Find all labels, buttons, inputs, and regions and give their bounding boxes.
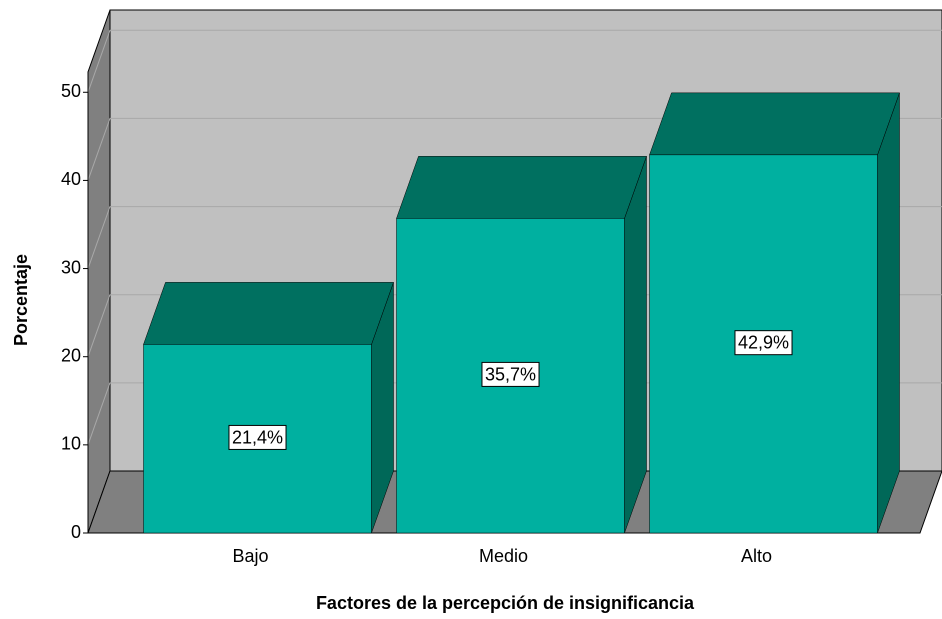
data-label-box xyxy=(228,424,287,450)
grid-line xyxy=(87,206,111,269)
x-tick-label: Medio xyxy=(479,546,528,566)
bar-side xyxy=(624,156,647,534)
y-tick-label: 20 xyxy=(61,345,81,365)
grid-line xyxy=(87,118,111,181)
data-label: 35,7% xyxy=(485,364,536,384)
grid-line xyxy=(87,30,111,93)
grid-line xyxy=(87,382,111,446)
data-label: 21,4% xyxy=(232,427,283,447)
y-tick-label: 30 xyxy=(61,257,81,277)
grid-line xyxy=(87,294,111,357)
y-tick-label: 0 xyxy=(71,522,81,542)
bar-top xyxy=(649,92,900,156)
bar-side xyxy=(877,92,900,534)
y-tick-label: 40 xyxy=(61,169,81,189)
y-tick-label: 10 xyxy=(61,434,81,454)
x-tick-label: Alto xyxy=(741,546,772,566)
y-tick-label: 50 xyxy=(61,81,81,101)
bar-top xyxy=(143,282,394,345)
data-label: 42,9% xyxy=(738,333,789,353)
y-axis-title: Porcentaje xyxy=(11,254,31,346)
data-label-box xyxy=(481,361,540,387)
bar-top xyxy=(396,156,647,219)
left-wall xyxy=(87,9,111,534)
x-axis-title: Factores de la percepción de insignifica… xyxy=(316,593,695,613)
data-label-box xyxy=(734,330,793,356)
x-tick-label: Bajo xyxy=(232,546,268,566)
